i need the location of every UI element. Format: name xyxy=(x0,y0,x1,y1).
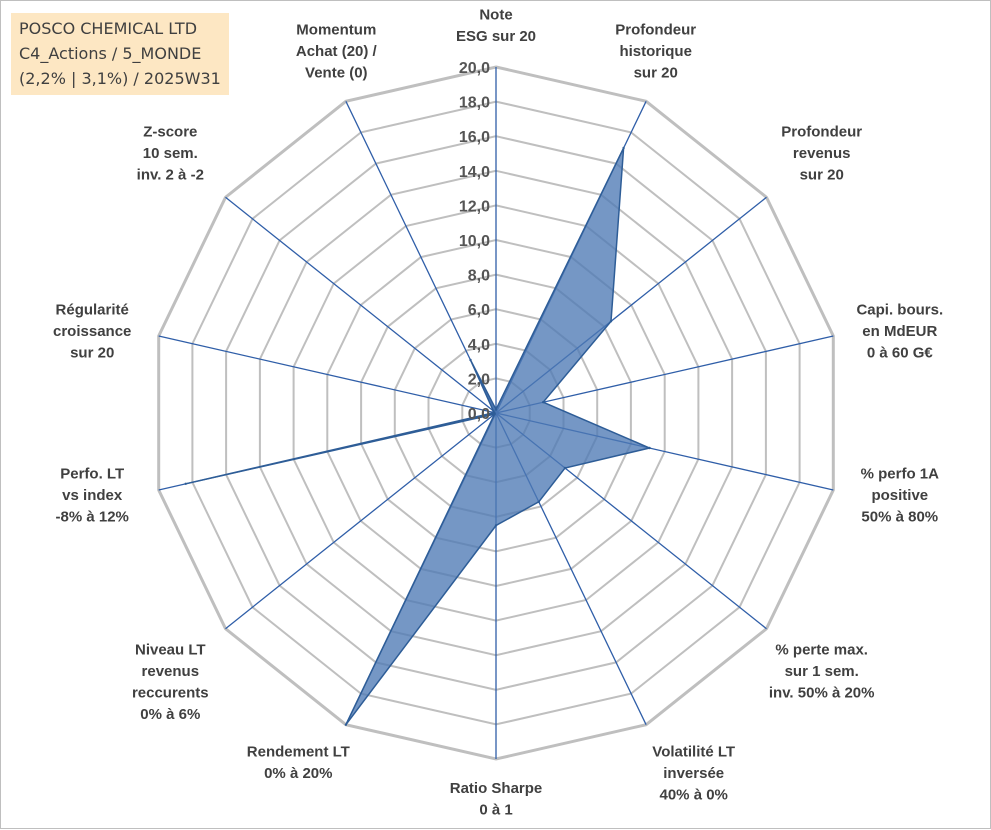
axis-label-7-line-0: Ratio Sharpe xyxy=(450,780,543,797)
axis-label-7: Ratio Sharpe 0 à 1 xyxy=(450,780,543,819)
tick-label-1: 2,0 xyxy=(468,371,490,388)
axis-label-8-line-0: Rendement LT xyxy=(247,744,350,761)
axis-label-5: % perte max. sur 1 sem. inv. 50% à 20% xyxy=(769,641,875,701)
axis-label-11-line-2: sur 20 xyxy=(70,345,114,362)
axis-label-4-line-0: % perfo 1A xyxy=(861,465,940,482)
axis-label-9-line-0: Niveau LT xyxy=(135,641,206,658)
axis-label-13-line-0: Momentum xyxy=(296,21,376,38)
data-point-7 xyxy=(494,524,498,527)
axis-label-10-line-0: Perfo. LT xyxy=(60,465,124,482)
data-point-1 xyxy=(622,146,625,150)
axis-label-6-line-0: Volatilité LT xyxy=(652,744,735,761)
title-line-period: (2,2% | 3,1%) / 2025W31 xyxy=(19,69,221,88)
tick-label-7: 14,0 xyxy=(459,164,490,181)
axis-label-1-line-0: Profondeur xyxy=(615,21,696,38)
axis-label-9-line-1: revenus xyxy=(142,663,200,680)
axis-label-12-line-0: Z-score xyxy=(143,124,197,141)
axis-label-6: Volatilité LT inversée 40% à 0% xyxy=(652,744,735,804)
data-point-4 xyxy=(648,446,651,450)
axis-label-3: Capi. bours. en MdEUR 0 à 60 G€ xyxy=(856,302,943,362)
axis-label-1-line-2: sur 20 xyxy=(634,64,678,81)
data-point-13 xyxy=(469,358,472,362)
axis-label-6-line-1: inversée xyxy=(663,765,724,782)
axis-label-2-line-1: revenus xyxy=(793,145,851,162)
spoke-12 xyxy=(225,196,497,414)
axis-label-10-line-2: -8% à 12% xyxy=(56,508,129,525)
chart-title-box: POSCO CHEMICAL LTD C4_Actions / 5_MONDE … xyxy=(11,13,229,95)
axis-label-0-line-1: ESG sur 20 xyxy=(456,28,536,45)
axis-label-5-line-2: inv. 50% à 20% xyxy=(769,684,875,701)
tick-label-3: 6,0 xyxy=(468,302,490,319)
tick-label-5: 10,0 xyxy=(459,233,490,250)
data-point-11 xyxy=(493,411,496,414)
data-point-10 xyxy=(184,482,187,485)
axis-label-2: Profondeur revenus sur 20 xyxy=(781,124,862,184)
axis-label-8: Rendement LT 0% à 20% xyxy=(247,744,350,783)
tick-label-6: 12,0 xyxy=(459,198,490,215)
data-point-8 xyxy=(344,723,348,726)
axis-label-5-line-1: sur 1 sem. xyxy=(785,663,859,680)
data-point-5 xyxy=(563,466,567,470)
axis-label-9-line-2: reccurents xyxy=(132,684,209,701)
axis-label-2-line-0: Profondeur xyxy=(781,124,862,141)
axis-label-1-line-1: historique xyxy=(619,43,692,60)
axis-label-7-line-1: 0 à 1 xyxy=(479,802,512,819)
axis-label-4: % perfo 1A positive 50% à 80% xyxy=(861,465,940,525)
axis-label-10: Perfo. LT vs index -8% à 12% xyxy=(56,465,129,525)
axis-label-12: Z-score 10 sem. inv. 2 à -2 xyxy=(137,124,204,184)
spoke-11 xyxy=(158,335,497,414)
axis-label-1: Profondeur historique sur 20 xyxy=(615,21,696,81)
axis-label-13: Momentum Achat (20) / Vente (0) xyxy=(296,21,378,81)
axis-label-3-line-2: 0 à 60 G€ xyxy=(867,345,934,362)
axis-label-11-line-1: croissance xyxy=(53,323,131,340)
axis-label-13-line-2: Vente (0) xyxy=(305,64,368,81)
data-point-0 xyxy=(494,408,498,411)
axis-label-9: Niveau LT revenus reccurents 0% à 6% xyxy=(132,641,209,723)
axis-label-12-line-2: inv. 2 à -2 xyxy=(137,167,204,184)
tick-label-4: 8,0 xyxy=(468,268,490,285)
tick-label-0: 0,0 xyxy=(468,406,490,423)
data-point-12 xyxy=(492,409,495,412)
axis-label-4-line-2: 50% à 80% xyxy=(861,508,938,525)
axis-label-12-line-1: 10 sem. xyxy=(143,145,198,162)
axis-label-5-line-0: % perte max. xyxy=(775,641,868,658)
title-line-company: POSCO CHEMICAL LTD xyxy=(19,19,198,38)
axis-label-0: Note ESG sur 20 xyxy=(456,7,536,46)
data-point-6 xyxy=(537,500,540,503)
data-point-2 xyxy=(609,320,613,323)
axis-label-11: Régularité croissance sur 20 xyxy=(53,302,131,362)
tick-label-9: 18,0 xyxy=(459,95,490,112)
axis-label-3-line-0: Capi. bours. xyxy=(856,302,943,319)
axis-label-0-line-0: Note xyxy=(479,7,512,24)
axis-label-9-line-3: 0% à 6% xyxy=(140,706,200,723)
spoke-9 xyxy=(225,412,497,630)
tick-label-2: 4,0 xyxy=(468,337,490,354)
axis-label-10-line-1: vs index xyxy=(62,487,123,504)
data-point-3 xyxy=(542,401,545,404)
tick-label-10: 20,0 xyxy=(459,60,490,77)
axis-label-2-line-2: sur 20 xyxy=(800,167,844,184)
tick-label-8: 16,0 xyxy=(459,129,490,146)
axis-label-8-line-1: 0% à 20% xyxy=(264,765,332,782)
axis-label-3-line-1: en MdEUR xyxy=(862,323,937,340)
title-line-category: C4_Actions / 5_MONDE xyxy=(19,44,202,63)
spoke-3 xyxy=(495,335,834,414)
axis-label-6-line-2: 40% à 0% xyxy=(660,787,728,804)
axis-label-13-line-1: Achat (20) / xyxy=(296,43,378,60)
axis-label-4-line-1: positive xyxy=(871,487,928,504)
axis-label-11-line-0: Régularité xyxy=(56,302,129,319)
